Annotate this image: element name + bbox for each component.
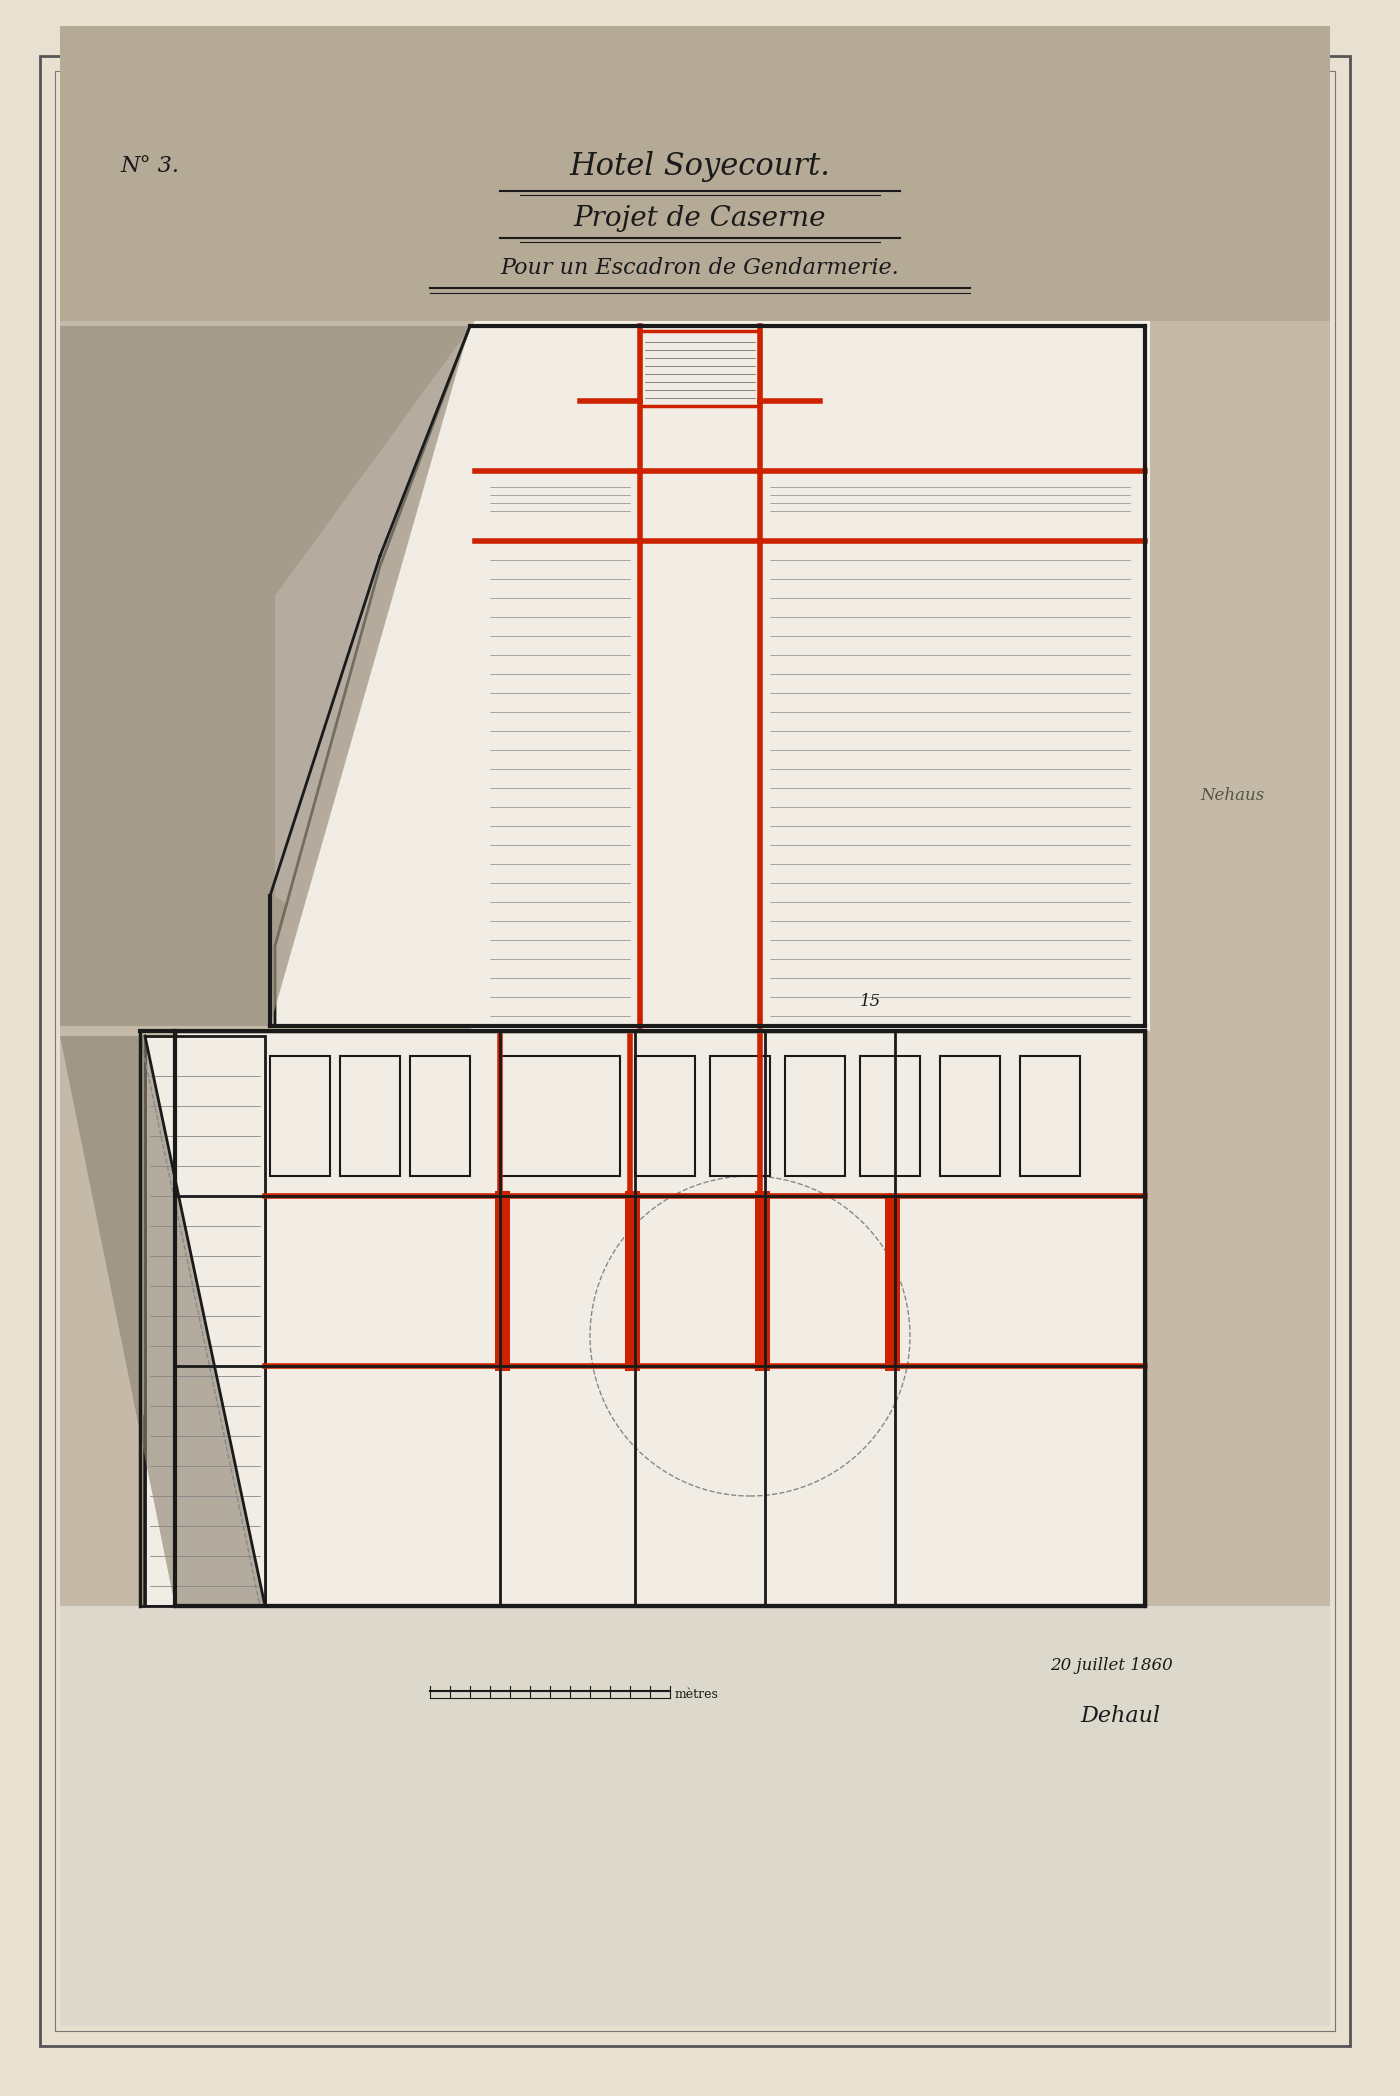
Bar: [620, 1606, 700, 1637]
Polygon shape: [274, 321, 1149, 1031]
Bar: [340, 1056, 400, 1176]
Text: Nehaus: Nehaus: [1200, 788, 1264, 805]
Bar: [500, 1056, 620, 1176]
Bar: [636, 1056, 694, 1176]
Bar: [410, 1056, 470, 1176]
Polygon shape: [146, 1035, 265, 1606]
Bar: [755, 1191, 770, 1371]
Bar: [785, 1056, 846, 1176]
Polygon shape: [60, 327, 470, 1027]
Bar: [60, 1606, 1330, 2027]
Text: Projet de Caserne: Projet de Caserne: [574, 205, 826, 231]
Bar: [939, 1056, 1000, 1176]
Text: 20 juillet 1860: 20 juillet 1860: [1050, 1658, 1173, 1675]
Bar: [175, 1031, 1145, 1606]
Text: mètres: mètres: [675, 1687, 718, 1700]
Polygon shape: [146, 1197, 265, 1606]
Bar: [900, 1606, 980, 1637]
Bar: [496, 1191, 510, 1371]
Text: 15: 15: [860, 994, 881, 1010]
Bar: [624, 1191, 640, 1371]
Polygon shape: [274, 327, 1145, 1027]
Bar: [430, 1691, 449, 1698]
Polygon shape: [60, 1035, 265, 1606]
Bar: [710, 1056, 770, 1176]
Bar: [1021, 1056, 1079, 1176]
Bar: [885, 1197, 900, 1371]
Bar: [470, 1691, 490, 1698]
Bar: [300, 1606, 379, 1637]
Bar: [270, 1056, 330, 1176]
Text: Dehaul: Dehaul: [1079, 1704, 1161, 1727]
Bar: [640, 331, 760, 407]
Text: Hotel Soyecourt.: Hotel Soyecourt.: [570, 151, 830, 182]
Bar: [60, 1606, 1330, 2027]
Text: N° 3.: N° 3.: [120, 155, 179, 176]
Bar: [60, 25, 1330, 321]
Bar: [1050, 1606, 1130, 1637]
Bar: [860, 1056, 920, 1176]
Bar: [510, 1691, 531, 1698]
Text: Pour un Escadron de Gendarmerie.: Pour un Escadron de Gendarmerie.: [501, 258, 899, 279]
Bar: [449, 1606, 531, 1637]
